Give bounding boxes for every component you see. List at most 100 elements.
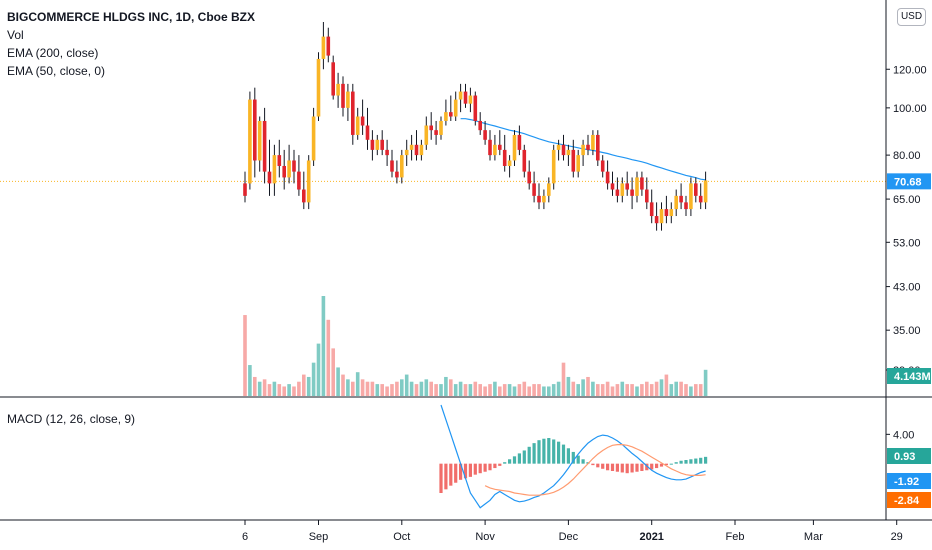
- candle-body: [625, 183, 629, 190]
- candle-body: [600, 160, 605, 172]
- volume-bar: [346, 379, 350, 396]
- candle-body: [640, 177, 644, 190]
- volume-bar: [257, 381, 262, 396]
- macd-histogram-bar: [512, 456, 517, 464]
- macd-histogram-bar: [645, 463, 649, 471]
- candle-body: [360, 116, 365, 126]
- candle-body: [316, 58, 321, 117]
- candle-body: [561, 144, 566, 156]
- candle-body: [586, 144, 590, 150]
- volume-bar: [336, 367, 340, 396]
- macd-histogram-bar: [689, 459, 693, 464]
- candle-body: [591, 134, 595, 150]
- candle-body: [292, 160, 296, 172]
- candle-body: [453, 99, 458, 117]
- volume-bar: [654, 381, 659, 396]
- volume-bar: [409, 381, 414, 396]
- macd-histogram-bar: [517, 453, 521, 464]
- volume-bar: [703, 369, 708, 396]
- candle-body: [468, 95, 473, 104]
- candle-body: [488, 139, 492, 156]
- candle-body: [248, 99, 252, 184]
- volume-bar: [659, 379, 664, 396]
- legend-ema50[interactable]: EMA (50, close, 0): [7, 64, 106, 78]
- volume-bar: [380, 384, 384, 396]
- time-tick-label: Oct: [393, 531, 410, 543]
- volume-bar: [395, 381, 399, 396]
- candle-body: [409, 144, 414, 150]
- candle-body: [297, 171, 301, 190]
- candle-body: [698, 195, 703, 203]
- macd-histogram-bar: [606, 463, 610, 471]
- macd-histogram-bar: [503, 462, 507, 464]
- volume-bar: [605, 381, 610, 396]
- signal-line: [484, 444, 706, 496]
- volume-bar: [610, 386, 615, 396]
- last-volume-badge-text: 4.143M: [894, 371, 931, 383]
- candle-body: [615, 189, 620, 196]
- macd-histogram-bar: [601, 463, 605, 469]
- volume-bar: [375, 384, 380, 396]
- legend-vol[interactable]: Vol: [7, 28, 24, 42]
- candle-body: [424, 125, 429, 145]
- volume-bar: [331, 348, 335, 396]
- volume-bar: [698, 384, 703, 396]
- volume-bar: [306, 376, 311, 396]
- candle-body: [355, 116, 360, 135]
- volume-bar: [493, 381, 497, 396]
- macd-legend[interactable]: MACD (12, 26, close, 9): [7, 412, 136, 426]
- candle-body: [282, 165, 286, 178]
- candle-body: [478, 120, 482, 131]
- price-tick-label: 53.00: [893, 237, 921, 249]
- macd-histogram-bar: [478, 463, 482, 474]
- time-tick-label: Mar: [804, 531, 823, 543]
- volume-bar: [321, 296, 326, 396]
- price-tick-label: 100.00: [893, 103, 927, 115]
- volume-bar: [311, 362, 316, 396]
- macd-pane: [439, 404, 708, 509]
- volume-bar: [483, 386, 487, 396]
- candle-body: [463, 91, 468, 104]
- macd-histogram-bar: [704, 456, 708, 464]
- candle-body: [498, 144, 502, 150]
- candle-body: [449, 112, 453, 117]
- candle-body: [262, 120, 267, 172]
- macd-hist-badge-text: 0.93: [894, 451, 915, 463]
- candle-body: [400, 155, 404, 178]
- macd-value-badge-text: -1.92: [894, 476, 919, 488]
- candle-body: [502, 149, 507, 166]
- macd-histogram-bar: [596, 463, 600, 468]
- macd-line: [440, 404, 706, 509]
- legend-ema200[interactable]: EMA (200, close): [7, 46, 99, 60]
- macd-tick-label: 4.00: [893, 429, 914, 441]
- candle-body: [664, 209, 669, 217]
- volume-bar: [517, 384, 522, 396]
- macd-histogram-bar: [547, 438, 551, 464]
- volume-bar: [615, 384, 620, 396]
- volume-bar: [498, 386, 502, 396]
- volume-bar: [561, 362, 566, 396]
- candle-body: [414, 144, 419, 156]
- candle-body: [566, 149, 571, 156]
- volume-bar: [581, 379, 585, 396]
- volume-bar: [591, 381, 595, 396]
- candle-body: [404, 149, 409, 156]
- macd-histogram-bar: [527, 446, 531, 464]
- volume-bar: [507, 384, 512, 396]
- macd-histogram-bar: [542, 438, 546, 464]
- symbol-title[interactable]: BIGCOMMERCE HLDGS INC, 1D, Cboe BZX: [7, 10, 256, 24]
- candle-body: [306, 160, 311, 203]
- candle-body: [581, 144, 585, 156]
- candle-body: [684, 202, 688, 210]
- macd-value-badge: -1.92: [887, 473, 931, 489]
- price-tick-label: 43.00: [893, 282, 921, 294]
- time-tick-label: 6: [242, 531, 248, 543]
- signal-value-badge-text: -2.84: [894, 495, 920, 507]
- volume-bar: [390, 384, 394, 396]
- candle-body: [522, 149, 527, 172]
- macd-histogram-bar: [659, 463, 664, 467]
- currency-button[interactable]: USD: [897, 8, 926, 26]
- candle-body: [419, 144, 424, 156]
- macd-hist-badge: 0.93: [887, 448, 931, 464]
